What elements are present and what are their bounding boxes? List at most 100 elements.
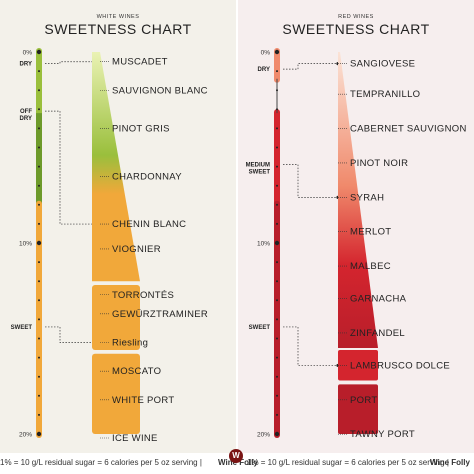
scale-tick-dot <box>276 165 278 168</box>
sweetness-block <box>338 384 378 434</box>
scale-tick-dot <box>276 261 278 264</box>
scale-tick-dot <box>276 222 278 225</box>
category-label: ZINFANDEL <box>350 328 405 339</box>
scale-tick-label: 20% <box>257 432 270 439</box>
scale-tick-dot <box>276 337 278 340</box>
category-label: MOSCATO <box>112 366 161 377</box>
sweetness-block <box>92 285 140 350</box>
wine-folly-logo-icon: W <box>229 449 243 463</box>
leader-line <box>283 164 338 198</box>
category-label: SYRAH <box>350 192 384 203</box>
category-label: SAUVIGNON BLANC <box>112 85 208 96</box>
category-label: MERLOT <box>350 227 391 238</box>
scale-tick-dot <box>276 203 278 206</box>
white-wines-panel: WHITE WINES SWEETNESS CHART 0% 10% 20% DRY O… <box>0 0 236 453</box>
scale-tick-dot <box>38 280 40 283</box>
scale-tick-dot <box>38 203 40 206</box>
scale-tick-dot <box>276 299 278 302</box>
leader-line <box>45 326 100 343</box>
scale-tick-dot <box>276 394 278 397</box>
scale-bar-segment <box>274 109 280 209</box>
scale-tick-dot <box>276 280 278 283</box>
scale-tick-dot <box>38 184 40 187</box>
footer-note-left: 1% = 10 g/L residual sugar = 6 calories … <box>0 458 202 467</box>
scale-tick-label: 10% <box>19 241 32 248</box>
scale-bar-segment <box>36 78 42 114</box>
category-label: PINOT NOIR <box>350 158 408 169</box>
scale-tick-dot <box>36 240 42 246</box>
category-label: MUSCADET <box>112 57 168 68</box>
scale-tick-dot <box>276 375 278 378</box>
scale-tick-dot <box>276 127 278 130</box>
leader-line <box>283 63 338 70</box>
scale-bar-segment <box>274 48 280 83</box>
category-label: SANGIOVESE <box>350 59 415 70</box>
category-label: GEWÜRZTRAMINER <box>112 309 208 320</box>
scale-tick-dot <box>274 49 280 55</box>
scale-tick-label: 20% <box>19 432 32 439</box>
scale-bar-segment <box>36 109 42 209</box>
category-label: CABERNET SAUVIGNON <box>350 124 467 135</box>
category-label: TEMPRANILLO <box>350 89 420 100</box>
category-label: ICE WINE <box>112 433 158 444</box>
level-label: DRY <box>20 116 32 122</box>
panel-divider <box>236 0 238 453</box>
sweetness-block <box>338 349 378 381</box>
footer-brand-right: Wine Folly <box>430 458 470 467</box>
scale-tick-dot <box>38 70 40 73</box>
scale-tick-dot <box>38 337 40 340</box>
scale-tick-dot <box>38 261 40 264</box>
category-label: TAWNY PORT <box>350 429 415 440</box>
category-label: PORT <box>350 395 377 406</box>
red-sweetness-chart: 0%10%20%DRYMEDIUMSWEETSWEETSANGIOVESETEM… <box>246 48 467 440</box>
scale-tick-label: 0% <box>23 50 33 57</box>
red-wines-panel: RED WINES SWEETNESS CHART 0% 10% 20% DRY MED… <box>238 0 474 453</box>
level-label: MEDIUM <box>246 163 270 169</box>
level-label: DRY <box>20 61 32 67</box>
scale-tick-dot <box>38 89 40 92</box>
scale-tick-dot <box>36 49 42 55</box>
scale-tick-dot <box>38 413 40 416</box>
scale-tick-dot <box>274 240 280 246</box>
scale-tick-dot <box>276 413 278 416</box>
scale-tick-dot <box>38 318 40 321</box>
scale-tick-dot <box>276 108 278 111</box>
scale-bar-segment <box>36 48 42 83</box>
scale-tick-dot <box>38 165 40 168</box>
scale-tick-dot <box>38 356 40 359</box>
scale-tick-dot <box>38 146 40 149</box>
sweetness-block <box>92 353 140 434</box>
scale-tick-dot <box>38 222 40 225</box>
category-label: CHENIN BLANC <box>112 219 186 230</box>
scale-tick-dot <box>276 356 278 359</box>
category-label: LAMBRUSCO DOLCE <box>350 360 450 371</box>
scale-tick-dot <box>38 394 40 397</box>
scale-tick-dot <box>274 431 280 437</box>
category-label: WHITE PORT <box>112 395 174 406</box>
scale-tick-dot <box>276 318 278 321</box>
category-label: GARNACHA <box>350 294 407 305</box>
scale-tick-dot <box>38 299 40 302</box>
level-label: SWEET <box>249 170 271 176</box>
white-sweetness-chart: 0%10%20%DRYOFFDRYSWEETMUSCADETSAUVIGNON … <box>11 48 208 444</box>
level-label: DRY <box>258 67 270 73</box>
category-label: PINOT GRIS <box>112 124 170 135</box>
leader-line <box>45 110 100 225</box>
level-label: OFF <box>20 109 32 115</box>
category-label: MALBEC <box>350 261 391 272</box>
footer-note-right: 1% = 10 g/L residual sugar = 6 calories … <box>247 458 449 467</box>
leader-line <box>283 326 338 366</box>
level-label: SWEET <box>11 325 33 331</box>
scale-tick-dot <box>38 108 40 111</box>
level-label: SWEET <box>249 325 271 331</box>
category-label: VIOGNIER <box>112 244 161 255</box>
scale-tick-dot <box>38 375 40 378</box>
sweetness-wedge <box>338 52 378 349</box>
category-label: TORRONTÉS <box>112 290 174 301</box>
white-chart-suptitle: WHITE WINES <box>96 14 140 20</box>
category-label: Riesling <box>112 338 148 349</box>
red-chart-title: SWEETNESS CHART <box>282 21 430 37</box>
red-chart-suptitle: RED WINES <box>338 14 374 20</box>
category-label: CHARDONNAY <box>112 171 182 182</box>
